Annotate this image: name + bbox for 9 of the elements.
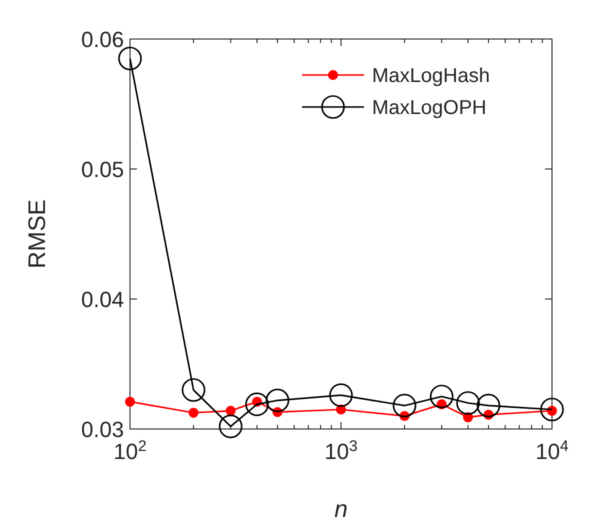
x-axis-title: n	[334, 496, 348, 523]
y-tick-label: 0.06	[81, 27, 124, 52]
legend-label: MaxLogOPH	[372, 97, 486, 119]
legend-label: MaxLogHash	[372, 65, 490, 87]
y-axis-title: RMSE	[24, 199, 51, 269]
y-tick-label: 0.05	[81, 157, 124, 182]
y-tick-label: 0.04	[81, 287, 124, 312]
x-tick-label: 10$^{3}$	[324, 438, 358, 464]
x-tick-label: 10$^{4}$	[535, 438, 569, 464]
